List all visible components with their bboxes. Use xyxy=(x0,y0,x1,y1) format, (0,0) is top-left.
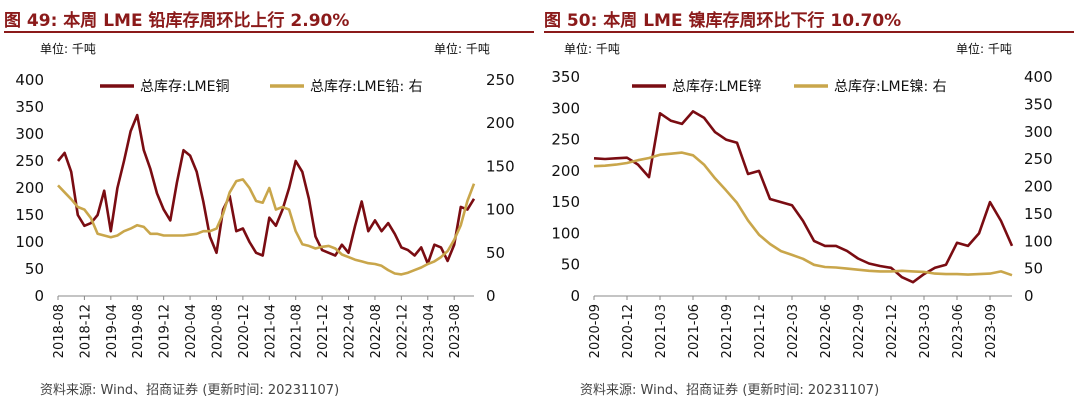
y-tick-label-right: 250 xyxy=(1024,150,1053,168)
y-tick-label-right: 350 xyxy=(1024,95,1053,113)
y-tick-label-right: 150 xyxy=(1024,205,1053,223)
chart-panel-lead-copper: 图 49: 本周 LME 铅库存周环比上行 2.90% 单位: 千吨 单位: 千… xyxy=(4,0,540,405)
x-tick-label: 2022-09 xyxy=(852,304,867,358)
y-tick-label-left: 200 xyxy=(551,162,580,180)
x-tick-label: 2020-04 xyxy=(184,304,199,358)
y-tick-label-left: 100 xyxy=(551,224,580,242)
title-divider xyxy=(4,31,534,33)
x-tick-label: 2020-09 xyxy=(588,304,603,358)
x-tick-label: 2023-08 xyxy=(448,304,463,358)
x-tick-label: 2022-12 xyxy=(885,304,900,358)
right-axis-unit: 单位: 千吨 xyxy=(956,42,1012,56)
y-tick-label-right: 50 xyxy=(486,244,505,262)
y-tick-label-right: 200 xyxy=(1024,178,1053,196)
y-tick-label-right: 400 xyxy=(1024,68,1053,86)
left-axis-unit: 单位: 千吨 xyxy=(564,42,620,56)
series-line xyxy=(593,151,1013,277)
x-tick-label: 2022-12 xyxy=(395,304,410,358)
y-tick-label-left: 50 xyxy=(561,256,580,274)
chart-title: 图 49: 本周 LME 铅库存周环比上行 2.90% xyxy=(4,11,350,31)
y-tick-label-right: 150 xyxy=(486,157,515,175)
y-tick-label-left: 250 xyxy=(15,152,44,170)
legend-label: 总库存:LME镍: 右 xyxy=(834,79,947,95)
y-tick-label-left: 0 xyxy=(570,287,580,305)
y-tick-label-left: 100 xyxy=(15,233,44,251)
legend-label: 总库存:LME铅: 右 xyxy=(310,79,423,95)
chart-title: 图 50: 本周 LME 镍库存周环比下行 10.70% xyxy=(544,11,902,31)
line-chart: 0 50 100 150 200 250 300 350 0 50 100 150 200 250 300 3… xyxy=(551,68,1053,358)
x-tick-label: 2021-06 xyxy=(687,304,702,358)
x-tick-label: 2022-03 xyxy=(786,304,801,358)
x-tick-label: 2018-12 xyxy=(78,304,93,358)
x-tick-label: 2021-08 xyxy=(290,304,305,358)
y-tick-label-left: 350 xyxy=(15,98,44,116)
y-tick-label-right: 50 xyxy=(1024,260,1043,278)
y-tick-label-left: 200 xyxy=(15,179,44,197)
x-tick-label: 2023-09 xyxy=(984,304,999,358)
y-tick-label-left: 150 xyxy=(551,193,580,211)
x-tick-label: 2020-12 xyxy=(621,304,636,358)
title-divider xyxy=(544,31,1074,33)
y-tick-label-right: 200 xyxy=(486,114,515,132)
left-axis-unit: 单位: 千吨 xyxy=(40,42,96,56)
x-tick-label: 2022-08 xyxy=(369,304,384,358)
x-tick-label: 2019-12 xyxy=(158,304,173,358)
source-note: 资料来源: Wind、招商证券 (更新时间: 20231107) xyxy=(40,383,340,398)
x-tick-label: 2021-04 xyxy=(263,304,278,358)
x-tick-label: 2020-12 xyxy=(237,304,252,358)
y-tick-label-left: 50 xyxy=(25,260,44,278)
y-tick-label-left: 0 xyxy=(34,287,44,305)
legend-label: 总库存:LME铜 xyxy=(140,79,229,95)
y-tick-label-right: 100 xyxy=(1024,232,1053,250)
x-tick-label: 2020-08 xyxy=(210,304,225,358)
y-tick-label-left: 150 xyxy=(15,206,44,224)
legend-label: 总库存:LME锌 xyxy=(672,79,761,95)
x-tick-label: 2019-08 xyxy=(131,304,146,358)
x-tick-label: 2021-03 xyxy=(654,304,669,358)
chart-panel-zinc-nickel: 图 50: 本周 LME 镍库存周环比下行 10.70% 单位: 千吨 单位: … xyxy=(544,0,1080,405)
y-tick-label-left: 250 xyxy=(551,131,580,149)
x-tick-label: 2021-09 xyxy=(720,304,735,358)
x-tick-label: 2018-08 xyxy=(52,304,67,358)
x-tick-label: 2022-06 xyxy=(819,304,834,358)
y-tick-label-right: 0 xyxy=(486,287,496,305)
right-axis-unit: 单位: 千吨 xyxy=(434,42,490,56)
y-tick-label-right: 0 xyxy=(1024,287,1034,305)
x-tick-label: 2019-04 xyxy=(105,304,120,358)
y-tick-label-left: 350 xyxy=(551,68,580,86)
x-tick-label: 2021-12 xyxy=(316,304,331,358)
x-tick-label: 2023-04 xyxy=(422,304,437,358)
y-tick-label-right: 300 xyxy=(1024,123,1053,141)
x-tick-label: 2022-04 xyxy=(343,304,358,358)
y-tick-label-right: 100 xyxy=(486,201,515,219)
series-line xyxy=(57,178,476,276)
series-line xyxy=(56,113,476,265)
x-tick-label: 2021-12 xyxy=(753,304,768,358)
x-tick-label: 2023-03 xyxy=(918,304,933,358)
y-tick-label-left: 300 xyxy=(551,99,580,117)
x-tick-label: 2023-06 xyxy=(951,304,966,358)
source-note: 资料来源: Wind、招商证券 (更新时间: 20231107) xyxy=(580,383,880,398)
y-tick-label-left: 400 xyxy=(15,71,44,89)
y-tick-label-right: 250 xyxy=(486,71,515,89)
line-chart: 0 50 100 150 200 250 300 350 400 0 50 100 150 200 250 2… xyxy=(15,71,515,358)
y-tick-label-left: 300 xyxy=(15,125,44,143)
series-line xyxy=(593,110,1014,284)
